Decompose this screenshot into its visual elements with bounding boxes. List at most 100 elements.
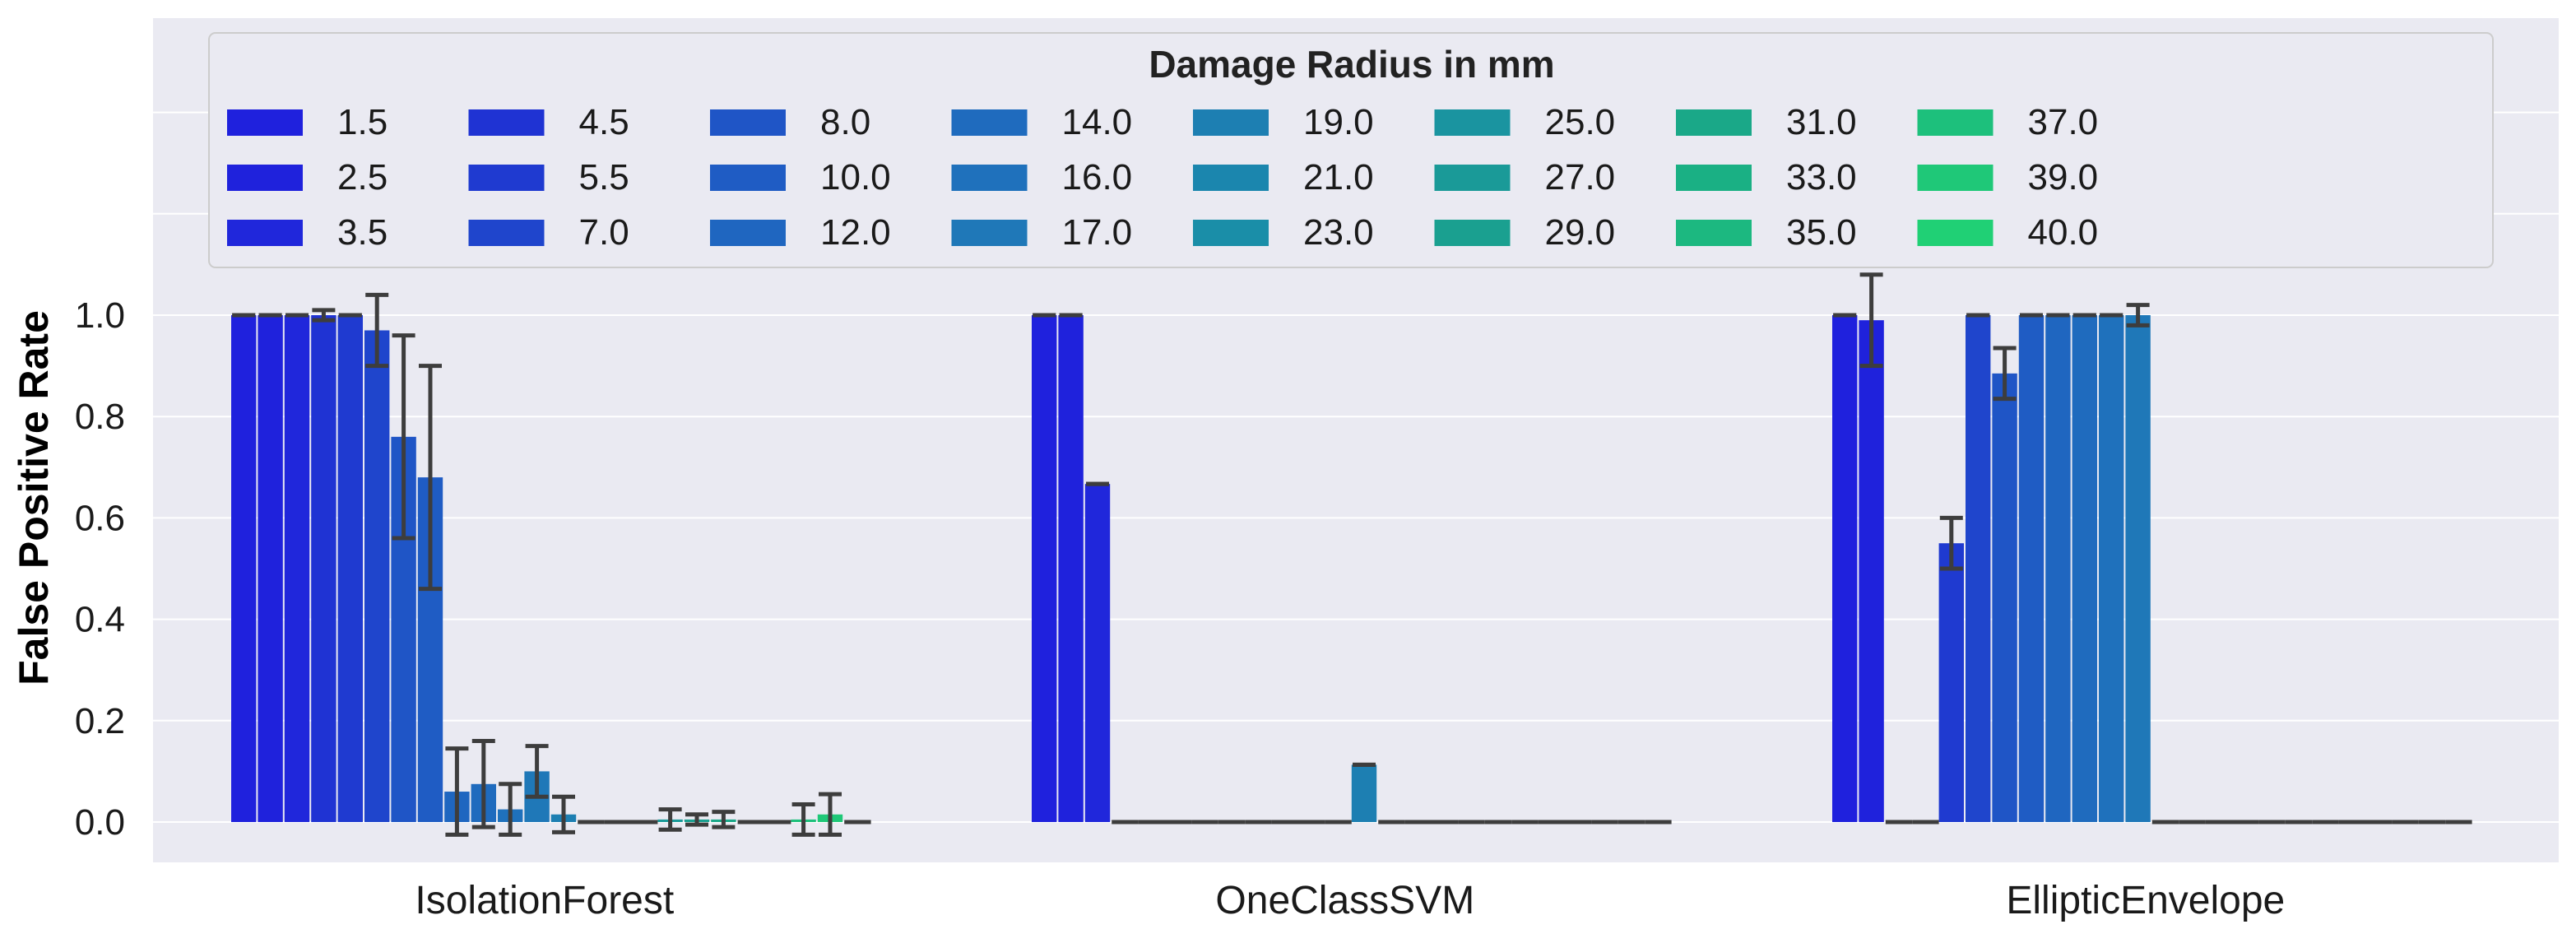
legend-label: 3.5 <box>337 212 388 253</box>
legend-label: 14.0 <box>1062 102 1133 142</box>
legend-item-37.0: 37.0 <box>1917 102 2099 142</box>
legend-label: 1.5 <box>337 102 388 142</box>
bar-EllipticEnvelope-16.0 <box>2099 315 2124 822</box>
bar-EllipticEnvelope-2.5 <box>1859 320 1884 822</box>
legend-label: 5.5 <box>579 157 629 197</box>
legend-swatch <box>468 165 545 191</box>
legend-label: 35.0 <box>1786 212 1857 253</box>
legend-item-33.0: 33.0 <box>1676 157 1857 197</box>
legend-item-23.0: 23.0 <box>1193 212 1374 253</box>
legend-label: 16.0 <box>1062 157 1133 197</box>
errorbar-EllipticEnvelope-8.0 <box>1993 346 2017 402</box>
legend-item-2.5: 2.5 <box>227 157 388 197</box>
legend-item-35.0: 35.0 <box>1676 212 1857 253</box>
y-tick-labels: 0.0 0.2 0.4 0.6 0.8 1.0 <box>75 295 125 843</box>
bars-layer <box>231 315 2151 823</box>
legend-item-14.0: 14.0 <box>951 102 1133 142</box>
legend-label: 21.0 <box>1303 157 1374 197</box>
bar-EllipticEnvelope-14.0 <box>2072 315 2097 822</box>
bar-EllipticEnvelope-10.0 <box>2018 315 2045 822</box>
legend-item-12.0: 12.0 <box>710 212 891 253</box>
legend-swatch <box>1434 109 1511 136</box>
legend-item-29.0: 29.0 <box>1434 212 1616 253</box>
legend: Damage Radius in mm 1.5 2.5 3.5 4.5 5.5 7.0 8.… <box>208 32 2494 268</box>
legend-label: 29.0 <box>1545 212 1616 253</box>
legend-swatch <box>1917 109 1993 136</box>
legend-box <box>208 32 2494 268</box>
errorbar-EllipticEnvelope-17.0 <box>2126 303 2150 327</box>
bar-EllipticEnvelope-8.0 <box>1992 373 2017 823</box>
bar-IsolationForest-7.0 <box>364 330 390 823</box>
legend-label: 10.0 <box>820 157 891 197</box>
legend-swatch <box>468 220 545 246</box>
errorbar-IsolationForest-10.0 <box>419 364 442 592</box>
errorbar-IsolationForest-12.0 <box>445 746 469 837</box>
x-category-label: OneClassSVM <box>1215 879 1474 922</box>
legend-item-16.0: 16.0 <box>951 157 1133 197</box>
legend-label: 25.0 <box>1545 102 1616 142</box>
legend-label: 2.5 <box>337 157 388 197</box>
legend-swatch <box>951 109 1028 136</box>
legend-label: 39.0 <box>2028 157 2099 197</box>
legend-swatch <box>710 220 786 246</box>
legend-label: 19.0 <box>1303 102 1374 142</box>
legend-item-4.5: 4.5 <box>468 102 629 142</box>
legend-item-19.0: 19.0 <box>1193 102 1374 142</box>
legend-label: 37.0 <box>2028 102 2099 142</box>
legend-label: 27.0 <box>1545 157 1616 197</box>
x-category-labels: IsolationForest OneClassSVM EllipticEnvelo… <box>415 879 2285 922</box>
y-tick-label: 0.6 <box>75 498 125 538</box>
legend-item-25.0: 25.0 <box>1434 102 1616 142</box>
legend-item-8.0: 8.0 <box>710 102 870 142</box>
legend-item-3.5: 3.5 <box>227 212 388 253</box>
legend-swatch <box>710 109 786 136</box>
errorbar-IsolationForest-14.0 <box>471 738 495 829</box>
errorbar-IsolationForest-27.0 <box>658 807 682 832</box>
errorbar-IsolationForest-31.0 <box>712 810 736 829</box>
legend-label: 17.0 <box>1062 212 1133 253</box>
errorbar-IsolationForest-8.0 <box>392 333 415 541</box>
legend-swatch <box>1193 109 1269 136</box>
legend-item-31.0: 31.0 <box>1676 102 1857 142</box>
bar-EllipticEnvelope-17.0 <box>2125 315 2151 822</box>
legend-item-5.5: 5.5 <box>468 157 629 197</box>
bar-IsolationForest-1.5 <box>231 315 257 822</box>
bar-IsolationForest-5.5 <box>337 315 363 822</box>
errorbar-IsolationForest-17.0 <box>525 744 549 799</box>
legend-item-17.0: 17.0 <box>951 212 1133 253</box>
bar-EllipticEnvelope-5.5 <box>1938 543 1964 822</box>
legend-swatch <box>1193 220 1269 246</box>
legend-item-1.5: 1.5 <box>227 102 388 142</box>
bar-EllipticEnvelope-12.0 <box>2045 315 2071 822</box>
bar-IsolationForest-3.5 <box>284 315 310 822</box>
x-category-label: IsolationForest <box>415 879 674 922</box>
bar-OneClassSVM-19.0 <box>1351 764 1377 822</box>
bar-OneClassSVM-2.5 <box>1058 315 1084 822</box>
legend-swatch <box>710 165 786 191</box>
legend-label: 33.0 <box>1786 157 1857 197</box>
errorbar-IsolationForest-39.0 <box>819 792 842 837</box>
legend-swatch <box>468 109 545 136</box>
legend-swatch <box>227 165 303 191</box>
legend-item-27.0: 27.0 <box>1434 157 1616 197</box>
bar-IsolationForest-4.5 <box>311 315 337 822</box>
legend-swatch <box>1676 109 1752 136</box>
bar-OneClassSVM-3.5 <box>1084 484 1111 822</box>
legend-label: 4.5 <box>579 102 629 142</box>
y-tick-label: 0.0 <box>75 802 125 843</box>
legend-items: 1.5 2.5 3.5 4.5 5.5 7.0 8.0 10.0 12.0 14.0 16.0 17.… <box>227 102 2098 253</box>
legend-item-10.0: 10.0 <box>710 157 891 197</box>
legend-label: 40.0 <box>2028 212 2099 253</box>
legend-item-40.0: 40.0 <box>1917 212 2099 253</box>
errorbar-EllipticEnvelope-5.5 <box>1939 515 1963 571</box>
y-tick-label: 0.2 <box>75 701 125 741</box>
errorbar-IsolationForest-7.0 <box>365 292 389 369</box>
legend-label: 12.0 <box>820 212 891 253</box>
legend-label: 23.0 <box>1303 212 1374 253</box>
legend-swatch <box>1676 165 1752 191</box>
legend-label: 8.0 <box>820 102 870 142</box>
legend-item-39.0: 39.0 <box>1917 157 2099 197</box>
errorbar-IsolationForest-19.0 <box>552 794 575 834</box>
legend-swatch <box>1676 220 1752 246</box>
